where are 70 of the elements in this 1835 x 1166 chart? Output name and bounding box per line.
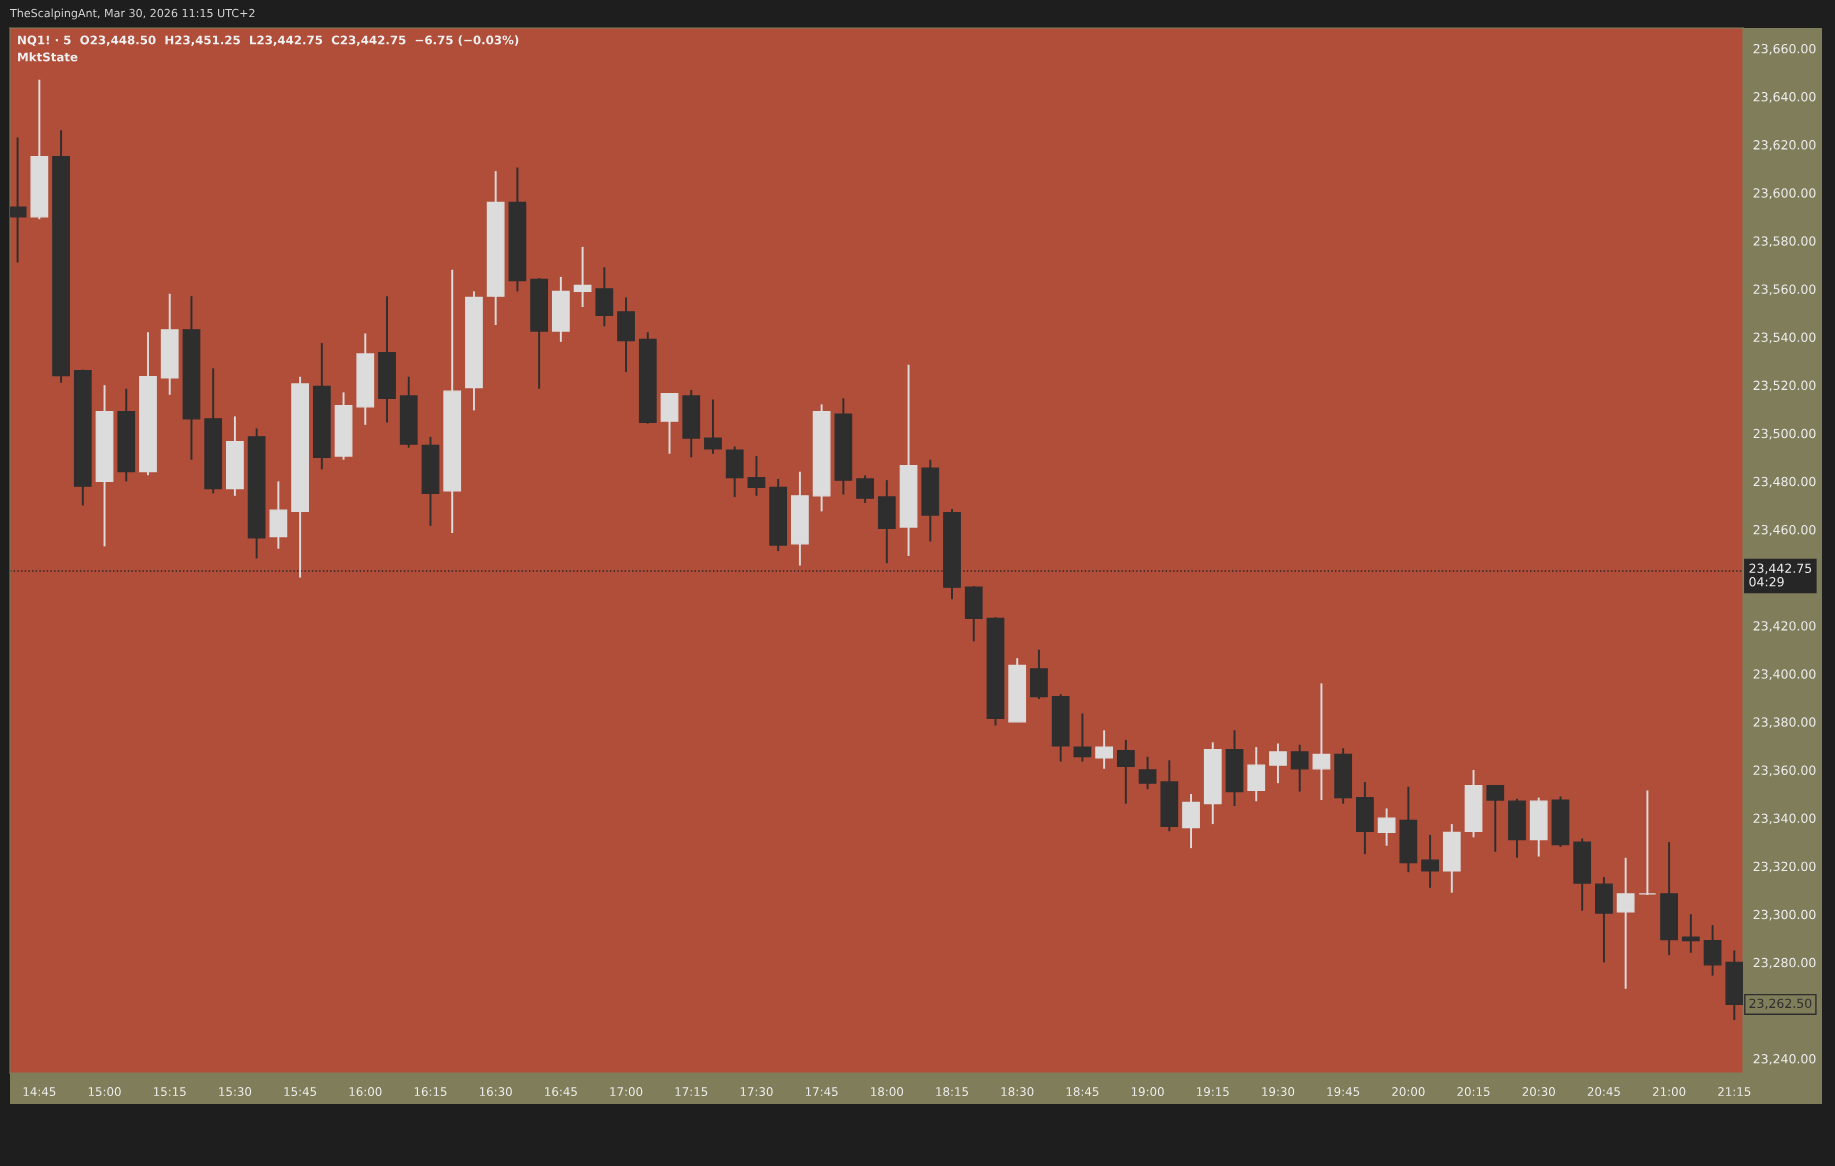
x-tick-label: 20:30 — [1522, 1087, 1555, 1097]
x-tick-label: 21:00 — [1652, 1087, 1686, 1097]
x-tick-label: 19:45 — [1327, 1087, 1360, 1097]
x-tick-label: 15:45 — [284, 1087, 317, 1097]
candlestick — [10, 136, 27, 264]
y-tick-label: 23,300.00 — [1753, 909, 1816, 921]
x-tick-label: 14:45 — [23, 1087, 56, 1097]
candlestick — [1681, 913, 1700, 954]
text: MktState — [18, 52, 78, 62]
y-tick-label: 23,280.00 — [1753, 957, 1816, 969]
candlestick — [573, 245, 592, 308]
x-tick-label: 18:00 — [871, 1087, 904, 1097]
ref-line-label: 23,442.75 04:29 — [1749, 563, 1812, 587]
x-tick-label: 18:30 — [1001, 1087, 1034, 1097]
text: NQ1! · 5 O23,448.50 H23,451.25 L23,442.75 C23,442.75 −6.75 (−0.03%) — [18, 35, 519, 46]
y-tick-label: 23,460.00 — [1753, 524, 1816, 536]
candlestick — [747, 455, 766, 497]
x-tick-label: 17:15 — [675, 1087, 708, 1097]
y-tick-label: 23,540.00 — [1753, 332, 1816, 344]
candlestick — [1095, 729, 1114, 770]
x-tick-label: 18:45 — [1066, 1087, 1099, 1097]
candlestick — [856, 474, 874, 504]
x-tick-label: 16:15 — [414, 1087, 447, 1097]
x-tick-label: 19:00 — [1131, 1087, 1164, 1097]
x-tick-label: 15:30 — [219, 1087, 252, 1097]
candlestick — [1116, 738, 1135, 805]
x-tick-label: 16:00 — [349, 1087, 382, 1097]
x-tick-label: 20:15 — [1457, 1087, 1490, 1097]
candlestick — [1377, 807, 1396, 847]
x-tick-label: 20:00 — [1392, 1087, 1425, 1097]
y-tick-label: 23,520.00 — [1753, 380, 1816, 392]
y-tick-label: 23,340.00 — [1753, 813, 1816, 825]
y-tick-label: 23,320.00 — [1753, 861, 1816, 873]
x-tick-label: 20:45 — [1587, 1087, 1620, 1097]
x-tick-label: 21:15 — [1718, 1087, 1751, 1097]
y-tick-label: 23,400.00 — [1753, 669, 1816, 680]
x-tick-label: 15:15 — [154, 1087, 186, 1097]
y-tick-label: 23,660.00 — [1753, 43, 1816, 55]
y-tick-label: 23,240.00 — [1753, 1054, 1816, 1065]
x-tick-label: 19:15 — [1197, 1087, 1229, 1097]
y-tick-label: 23,640.00 — [1753, 92, 1816, 103]
text: 23,262.50 — [1749, 998, 1812, 1010]
x-tick-label: 17:45 — [805, 1087, 838, 1097]
x-tick-label: 15:00 — [88, 1087, 121, 1097]
candlestick — [1616, 856, 1635, 990]
y-tick-label: 23,580.00 — [1753, 236, 1816, 248]
candlestick — [1138, 755, 1157, 791]
y-tick-label: 23,380.00 — [1753, 717, 1816, 729]
candlestick — [1073, 712, 1092, 763]
x-tick-label: 19:30 — [1262, 1087, 1295, 1097]
y-tick-label: 23,480.00 — [1753, 476, 1816, 488]
y-tick-label: 23,600.00 — [1753, 188, 1816, 199]
x-tick-label: 18:15 — [936, 1087, 968, 1097]
candlestick — [1638, 789, 1657, 896]
candlestick — [1421, 833, 1439, 889]
candlestick — [704, 398, 722, 455]
y-tick-label: 23,420.00 — [1753, 621, 1816, 632]
y-tick-label: 23,620.00 — [1753, 140, 1816, 151]
candlestick — [1312, 682, 1331, 801]
y-tick-label: 23,500.00 — [1753, 428, 1816, 440]
candlestick — [1290, 743, 1309, 793]
x-tick-label: 17:30 — [740, 1087, 773, 1097]
y-tick-label: 23,560.00 — [1753, 284, 1816, 296]
candlestick — [1486, 784, 1505, 853]
y-tick-label: 23,360.00 — [1753, 765, 1816, 777]
text: TheScalpingAnt, Mar 30, 2026 11:15 UTC+2 — [9, 8, 255, 20]
x-tick-label: 16:45 — [545, 1087, 577, 1097]
x-tick-label: 16:30 — [479, 1087, 512, 1097]
x-tick-label: 17:00 — [610, 1087, 643, 1097]
candlestick — [1269, 742, 1287, 785]
